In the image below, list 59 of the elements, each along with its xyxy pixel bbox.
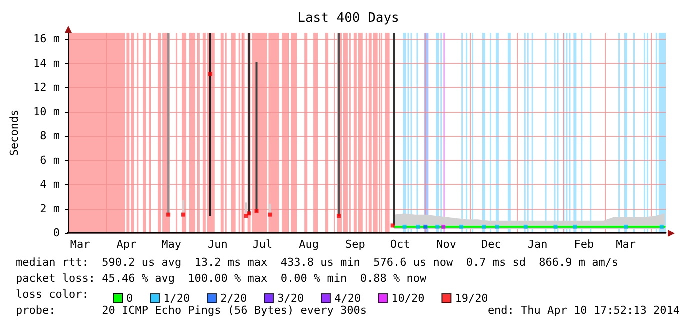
y-tick-label: 16 m: [34, 32, 60, 46]
point: [254, 209, 259, 214]
point: [573, 224, 578, 229]
point: [554, 224, 558, 229]
text: end: Thu Apr 10 17:52:13 2014: [488, 304, 680, 317]
x-tick-label: Nov: [436, 238, 457, 251]
text: probe: 20 ICMP Echo Pings (56 Bytes) every 300s: [16, 304, 367, 317]
point: [442, 224, 446, 229]
x-tick-label: Feb: [574, 238, 594, 251]
y-tick-label: 12 m: [34, 81, 60, 94]
x-tick-label: Dec: [482, 238, 502, 251]
y-tick-label: 0: [53, 226, 60, 240]
legend-label: 1/20: [164, 292, 190, 305]
legend-label: 10/20: [392, 292, 425, 305]
legend-label: 0: [126, 292, 134, 305]
y-tick-label: 14 m: [34, 56, 60, 70]
point: [208, 72, 212, 76]
y-tick-label: 8 m: [40, 130, 60, 143]
x-tick-label: Sep: [345, 238, 366, 251]
x-tick-label: Jul: [252, 238, 273, 251]
bar: [393, 33, 396, 226]
y-tick-label: 10 m: [34, 105, 60, 118]
y-tick-label: 4 m: [40, 178, 60, 192]
point: [495, 224, 500, 229]
text: packet loss: 45.46 % avg 100.00 % max 0.00 % min 0.88 % now: [16, 272, 427, 285]
point: [390, 224, 395, 228]
x-tick-label: Mar: [616, 238, 636, 251]
point: [660, 224, 664, 229]
point: [524, 224, 528, 229]
point: [436, 224, 440, 229]
x-tick-label: Jun: [208, 238, 228, 251]
point: [416, 224, 420, 229]
chart-title: Last 400 Days: [298, 11, 400, 26]
point: [166, 212, 171, 217]
x-tick-label: Mar: [70, 238, 91, 251]
point: [268, 212, 272, 217]
point: [482, 224, 486, 229]
legend-label: 3/20: [278, 292, 304, 305]
point: [424, 224, 428, 229]
y-tick-label: 6 m: [40, 154, 60, 167]
point: [244, 214, 248, 218]
legend-label: 19/20: [455, 292, 488, 305]
legend-label: 2/20: [220, 292, 248, 305]
y-tick-label: 2 m: [40, 202, 60, 216]
x-tick-label: Apr: [116, 238, 137, 251]
point: [460, 224, 464, 229]
legend-title: loss color:: [16, 288, 89, 301]
x-tick-label: Oct: [390, 238, 410, 251]
x-tick-label: Jan: [528, 238, 548, 251]
x-tick-label: May: [162, 238, 182, 251]
point: [181, 212, 186, 217]
point: [624, 224, 628, 229]
point: [402, 224, 407, 229]
text: median rtt: 590.2 us avg 13.2 ms max 433.8 us min 576.6 us now 0.7 ms sd 866.9 m am/s: [16, 256, 619, 269]
x-tick-label: Aug: [299, 238, 320, 251]
legend-label: 4/20: [334, 292, 362, 305]
y-axis-title: Seconds: [8, 110, 21, 156]
point: [336, 214, 341, 218]
point: [247, 212, 252, 216]
